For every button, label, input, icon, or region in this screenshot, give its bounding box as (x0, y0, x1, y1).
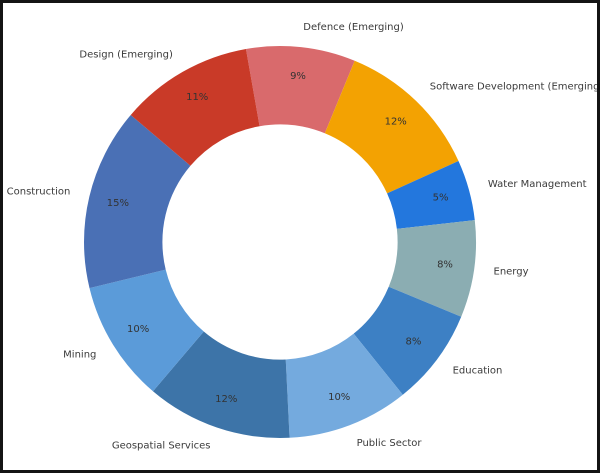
category-label-software-development-emerging: Software Development (Emerging) (430, 81, 597, 92)
pct-label-geospatial-services: 12% (215, 394, 237, 405)
pie-slice-defence-emerging (245, 46, 355, 134)
pie-slice-design-emerging (130, 48, 260, 166)
category-label-mining: Mining (63, 350, 96, 361)
pie-slice-geospatial-services (152, 331, 290, 439)
category-label-design-emerging: Design (Emerging) (79, 49, 173, 60)
pie-slice-education (353, 286, 462, 395)
pct-label-design-emerging: 11% (186, 92, 208, 103)
pie-slice-water-management (387, 161, 475, 229)
category-label-defence-emerging: Defence (Emerging) (303, 22, 404, 33)
pct-label-mining: 10% (127, 324, 149, 335)
category-label-public-sector: Public Sector (357, 438, 423, 449)
pct-label-public-sector: 10% (328, 392, 350, 403)
pie-slice-software-development-emerging (324, 60, 459, 194)
pie-slice-construction (84, 114, 191, 289)
category-label-education: Education (453, 366, 503, 377)
category-label-energy: Energy (494, 267, 529, 278)
pct-label-energy: 8% (437, 260, 453, 271)
donut-chart: 9% Defence (Emerging) 12% Software Developm… (7, 22, 597, 452)
pct-label-construction: 15% (107, 198, 129, 209)
category-label-construction: Construction (7, 187, 71, 198)
category-label-geospatial-services: Geospatial Services (112, 441, 211, 452)
pct-label-water-management: 5% (433, 192, 449, 203)
pct-label-defence-emerging: 9% (290, 71, 306, 82)
pie-slice-public-sector (285, 333, 403, 438)
category-label-water-management: Water Management (488, 179, 587, 190)
pct-label-education: 8% (405, 336, 421, 347)
pie-slice-energy (388, 220, 477, 317)
pct-label-software-development-emerging: 12% (385, 117, 407, 128)
pie-slice-mining (89, 269, 204, 392)
